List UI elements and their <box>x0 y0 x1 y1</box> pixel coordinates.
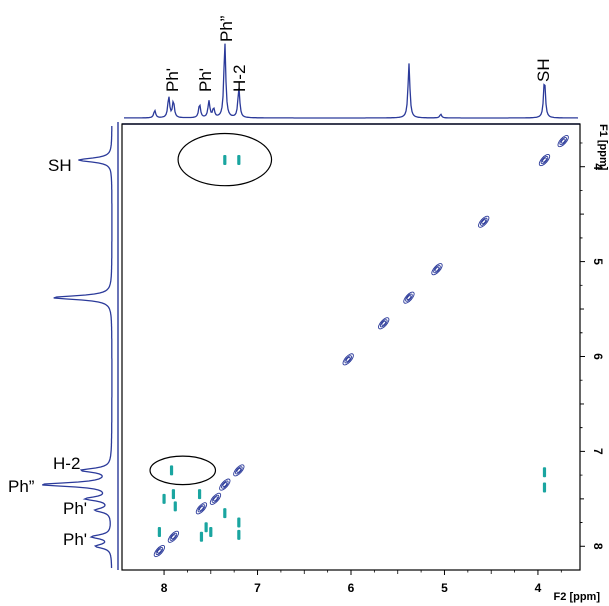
y-axis-ticks: 4 5 6 7 8 <box>580 142 605 550</box>
diagonal-peak <box>344 355 353 364</box>
diagonal-peak <box>538 154 551 167</box>
diagonal-peak <box>233 464 245 477</box>
circled-region <box>149 455 217 486</box>
diagonal-peak <box>155 546 164 556</box>
left-peak-labels: SH H-2 Ph” Ph' Ph' <box>8 156 87 549</box>
y-tick-label: 7 <box>591 448 605 455</box>
top-peak-labels: Ph' Ph' Ph” H-2 SH <box>163 15 553 92</box>
left-label-sh: SH <box>48 156 72 175</box>
cross-peak <box>223 508 227 519</box>
cross-peak <box>542 467 547 478</box>
x-tick-label: 5 <box>441 581 448 595</box>
cross-peak <box>223 155 227 166</box>
cross-peak <box>173 501 177 512</box>
left-label-ph-prime-1: Ph' <box>63 499 87 518</box>
cross-peak <box>237 155 241 166</box>
x-tick-label: 8 <box>161 581 168 595</box>
diagonal-peak <box>542 157 547 163</box>
diagonal-peak <box>431 263 443 276</box>
diagonal-peak <box>235 466 243 475</box>
y-axis-title: F1 [ppm] <box>597 124 609 171</box>
cross-peak <box>237 517 241 528</box>
diagonal-peak <box>479 217 488 226</box>
diagonal-peak <box>540 156 549 165</box>
diagonal-peak <box>557 135 569 148</box>
cross-peak <box>199 531 204 542</box>
x-tick-label: 7 <box>254 581 261 595</box>
diagonal-peak <box>213 496 218 502</box>
diagonal-peak <box>219 478 231 491</box>
diagonal-peak <box>157 548 162 554</box>
diagonal-peak <box>222 482 228 488</box>
diagonal-peak <box>195 502 208 515</box>
diagonal-peak <box>236 467 242 473</box>
left-projection-trace <box>42 126 113 569</box>
x-axis-ticks: 8 7 6 5 4 <box>161 570 562 595</box>
left-label-ph-double-prime: Ph” <box>8 477 35 496</box>
circled-region <box>177 132 273 187</box>
circled-regions <box>149 132 273 486</box>
diagonal-peak <box>381 320 387 326</box>
diagonal-peak <box>406 295 412 301</box>
diagonal-peak <box>209 492 222 505</box>
y-tick-label: 6 <box>591 353 605 360</box>
top-projection <box>122 43 580 125</box>
diagonal-peak <box>221 480 229 489</box>
cross-peak <box>171 489 176 500</box>
x-axis-title: F2 [ppm] <box>554 591 601 603</box>
diagonal-peak <box>169 532 178 541</box>
diagonal-peak <box>345 356 351 362</box>
diagonal-peak <box>405 293 413 302</box>
diagonal-peak <box>378 317 390 330</box>
x-tick-label: 4 <box>535 581 542 595</box>
diagonal-peak <box>434 266 440 272</box>
cross-peak <box>169 465 174 476</box>
diagonal-peak <box>167 530 180 543</box>
diagonal-peak <box>481 219 487 225</box>
diagonal-peak <box>433 265 441 274</box>
diagonal-peak <box>560 138 566 144</box>
top-label-ph-prime-1: Ph' <box>163 68 182 92</box>
y-tick-label: 5 <box>591 258 605 265</box>
diagonal-peak <box>211 494 220 503</box>
top-label-ph-prime-2: Ph' <box>196 68 215 92</box>
top-label-h2: H-2 <box>230 65 249 92</box>
diagonal-peak <box>153 544 166 558</box>
cross-peak <box>237 529 241 540</box>
diagonal-peak <box>403 291 415 304</box>
plot-frame <box>121 123 581 571</box>
diagonal-peak <box>171 534 176 540</box>
cross-peak <box>542 482 547 493</box>
diagonal-peak <box>199 505 204 511</box>
left-projection <box>42 122 119 570</box>
diagonal-peak <box>342 353 354 366</box>
y-tick-label: 4 <box>591 163 605 170</box>
cross-peak <box>162 493 166 504</box>
top-label-ph-double-prime: Ph” <box>217 15 236 42</box>
top-projection-trace <box>124 43 579 119</box>
diagonal-peak <box>379 319 388 328</box>
cross-peak <box>209 527 213 538</box>
cross-peak <box>204 522 208 533</box>
contour-peaks <box>153 135 569 558</box>
y-tick-label: 8 <box>591 543 605 550</box>
cross-peak <box>197 489 202 500</box>
cross-peak <box>157 527 161 538</box>
diagonal-peak <box>478 215 490 228</box>
top-label-sh: SH <box>534 58 553 82</box>
left-label-ph-prime-2: Ph' <box>63 530 87 549</box>
diagonal-peak <box>559 137 567 146</box>
diagonal-peak <box>197 504 206 513</box>
x-tick-label: 6 <box>348 581 355 595</box>
left-label-h2: H-2 <box>53 454 80 473</box>
